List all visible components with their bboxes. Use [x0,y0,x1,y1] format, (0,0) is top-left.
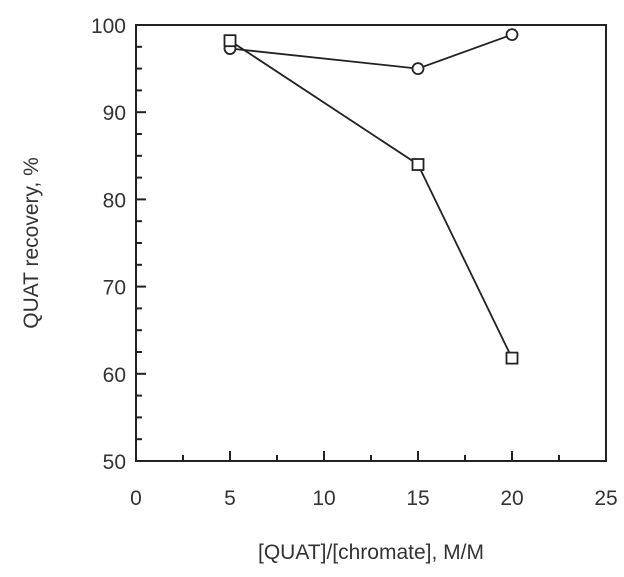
x-tick-labels: 0 5 10 15 20 25 [130,487,618,510]
series-line-square [229,39,513,359]
x-tick-label: 10 [312,487,335,510]
data-point-circle [505,28,519,41]
x-tick-label: 25 [594,487,617,510]
series-square [223,34,519,365]
data-point-square [411,158,425,171]
data-point-circle [411,62,425,75]
series-circle [223,28,519,75]
series-line-circle [229,33,513,70]
x-axis-title: [QUAT]/[chromate], M/M [258,541,484,564]
x-tick-label: 15 [406,487,429,510]
x-tick-label: 0 [130,487,142,510]
y-tick-label: 80 [103,189,126,212]
y-axis-title: QUAT recovery, % [20,157,43,329]
axis-ticks [135,24,607,462]
plot-frame [135,24,607,462]
y-tick-label: 60 [103,364,126,387]
y-tick-label: 50 [103,451,126,474]
y-tick-label: 90 [103,102,126,125]
y-tick-labels: 50 60 70 80 90 100 [91,15,126,474]
x-tick-label: 5 [224,487,236,510]
y-tick-label: 70 [103,277,126,300]
data-point-square [505,351,519,365]
y-tick-label: 100 [91,15,126,38]
data-series [223,28,519,365]
x-tick-label: 20 [500,487,523,510]
data-point-square [223,34,237,48]
